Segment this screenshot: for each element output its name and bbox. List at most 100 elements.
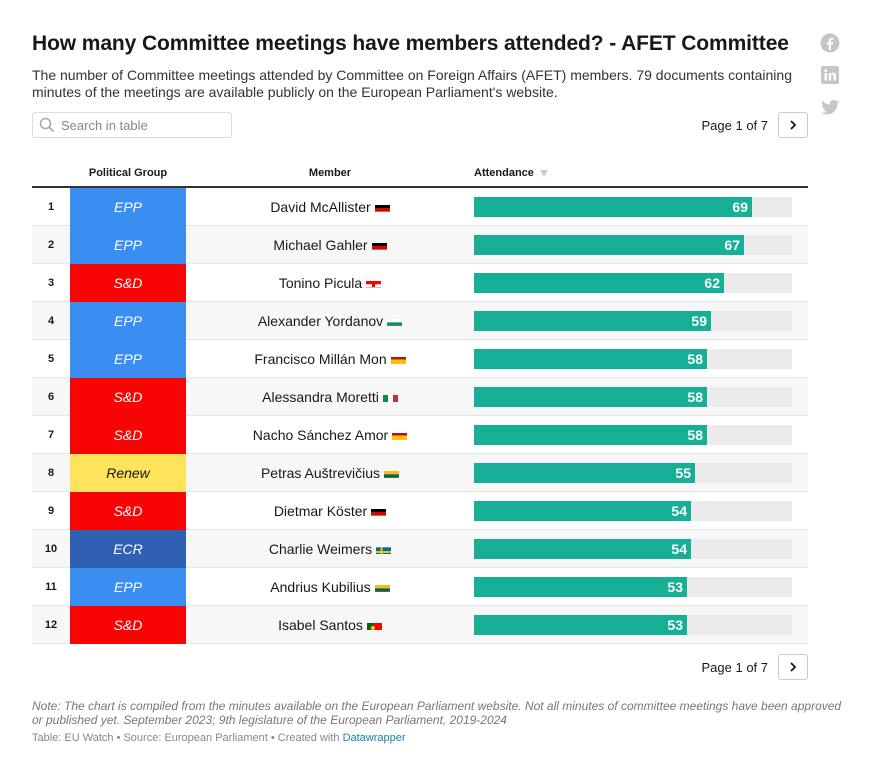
member-name: Alexander Yordanov [257,313,384,329]
row-rank: 7 [47,429,55,441]
member-name: Andrius Kubilius [270,579,371,595]
attendance-bar-track: 58 [474,349,792,369]
attendance-bar-track: 58 [474,425,792,445]
attendance-bar-track: 54 [474,539,792,559]
attendance-bar-track: 67 [474,235,792,255]
member-name: Francisco Millán Mon [254,351,387,367]
table-row: 4 EPP Alexander Yordanov 59 [32,302,808,340]
flag-it-icon [382,392,398,402]
member-name: Michael Gahler [273,237,368,253]
attendance-table: Political Group Member Attendance 1 EPP Da… [32,158,808,644]
attendance-value: 54 [671,541,687,557]
member-cell: Tonino Picula [186,264,474,302]
member-cell: Petras Auštrevičius [186,454,474,492]
column-header-group[interactable]: Political Group [88,167,168,179]
attendance-bar-track: 55 [474,463,792,483]
political-group-cell: ECR [70,530,186,568]
political-group-cell: S&D [70,416,186,454]
member-cell: Isabel Santos [186,606,474,644]
chart-note: Note: The chart is compiled from the min… [32,699,842,727]
table-row: 8 Renew Petras Auštrevičius 55 [32,454,808,492]
search-box[interactable] [32,112,232,138]
member-name: Dietmar Köster [273,503,368,519]
next-page-button[interactable] [778,112,808,138]
flag-bg-icon [387,316,403,326]
political-group-cell: S&D [70,378,186,416]
flag-hr-icon [366,278,382,288]
attendance-value: 53 [667,579,683,595]
attendance-value: 67 [724,237,740,253]
table-body: 1 EPP David McAllister 69 2 EPP Michael Gahler… [32,188,808,644]
attendance-value: 58 [687,427,703,443]
flag-pt-icon [366,620,382,630]
attendance-bar-track: 54 [474,501,792,521]
page-indicator: Page 1 of 7 [701,659,769,675]
row-rank: 4 [47,315,55,327]
member-cell: Nacho Sánchez Amor [186,416,474,454]
attendance-bar-track: 69 [474,197,792,217]
next-page-button[interactable] [778,654,808,680]
row-rank: 5 [47,353,55,365]
twitter-icon[interactable] [820,97,840,117]
member-cell: Alessandra Moretti [186,378,474,416]
table-row: 12 S&D Isabel Santos 53 [32,606,808,644]
political-group-cell: EPP [70,340,186,378]
attendance-bar [474,615,687,635]
page-indicator: Page 1 of 7 [701,117,769,133]
flag-es-icon [390,354,406,364]
table-row: 3 S&D Tonino Picula 62 [32,264,808,302]
chevron-right-icon [790,120,797,130]
row-rank: 6 [47,391,55,403]
attendance-bar [474,425,707,445]
political-group-cell: S&D [70,492,186,530]
flag-de-icon [371,240,387,250]
row-rank: 11 [45,581,57,593]
member-name: Tonino Picula [278,275,363,291]
table-row: 2 EPP Michael Gahler 67 [32,226,808,264]
column-header-attendance[interactable]: Attendance [474,167,548,179]
datawrapper-link[interactable]: Datawrapper [342,732,406,744]
member-cell: Dietmar Köster [186,492,474,530]
attendance-bar [474,539,691,559]
attendance-bar [474,577,687,597]
flag-de-icon [371,506,387,516]
column-header-member[interactable]: Member [308,167,352,179]
attendance-bar-track: 58 [474,387,792,407]
chevron-right-icon [790,662,797,672]
sort-descending-icon [539,169,548,177]
attendance-bar [474,387,707,407]
attendance-bar [474,197,752,217]
footer-credits: Table: EU Watch • Source: European Parli… [32,732,343,744]
attendance-value: 62 [704,275,720,291]
linkedin-icon[interactable] [820,65,840,85]
chart-subtitle: The number of Committee meetings attende… [32,67,792,100]
pager-bottom: Page 1 of 7 [701,654,808,680]
row-rank: 9 [47,505,55,517]
attendance-value: 55 [675,465,691,481]
political-group-cell: Renew [70,454,186,492]
attendance-bar-track: 59 [474,311,792,331]
facebook-icon[interactable] [820,33,840,53]
table-row: 5 EPP Francisco Millán Mon 58 [32,340,808,378]
row-rank: 8 [47,467,55,479]
search-input[interactable] [61,117,221,133]
attendance-bar [474,235,744,255]
table-row: 7 S&D Nacho Sánchez Amor 58 [32,416,808,454]
attendance-value: 58 [687,351,703,367]
political-group-cell: EPP [70,226,186,264]
attendance-value: 54 [671,503,687,519]
pager-top: Page 1 of 7 [701,112,808,138]
member-name: Alessandra Moretti [262,389,379,405]
row-rank: 1 [47,201,55,213]
table-row: 9 S&D Dietmar Köster 54 [32,492,808,530]
attendance-bar-track: 62 [474,273,792,293]
attendance-bar [474,311,711,331]
member-cell: Charlie Weimers [186,530,474,568]
attendance-bar [474,463,695,483]
political-group-cell: S&D [70,264,186,302]
flag-se-icon [376,544,392,554]
row-rank: 2 [47,239,55,251]
member-name: David McAllister [270,199,371,215]
member-cell: Alexander Yordanov [186,302,474,340]
member-cell: David McAllister [186,188,474,226]
